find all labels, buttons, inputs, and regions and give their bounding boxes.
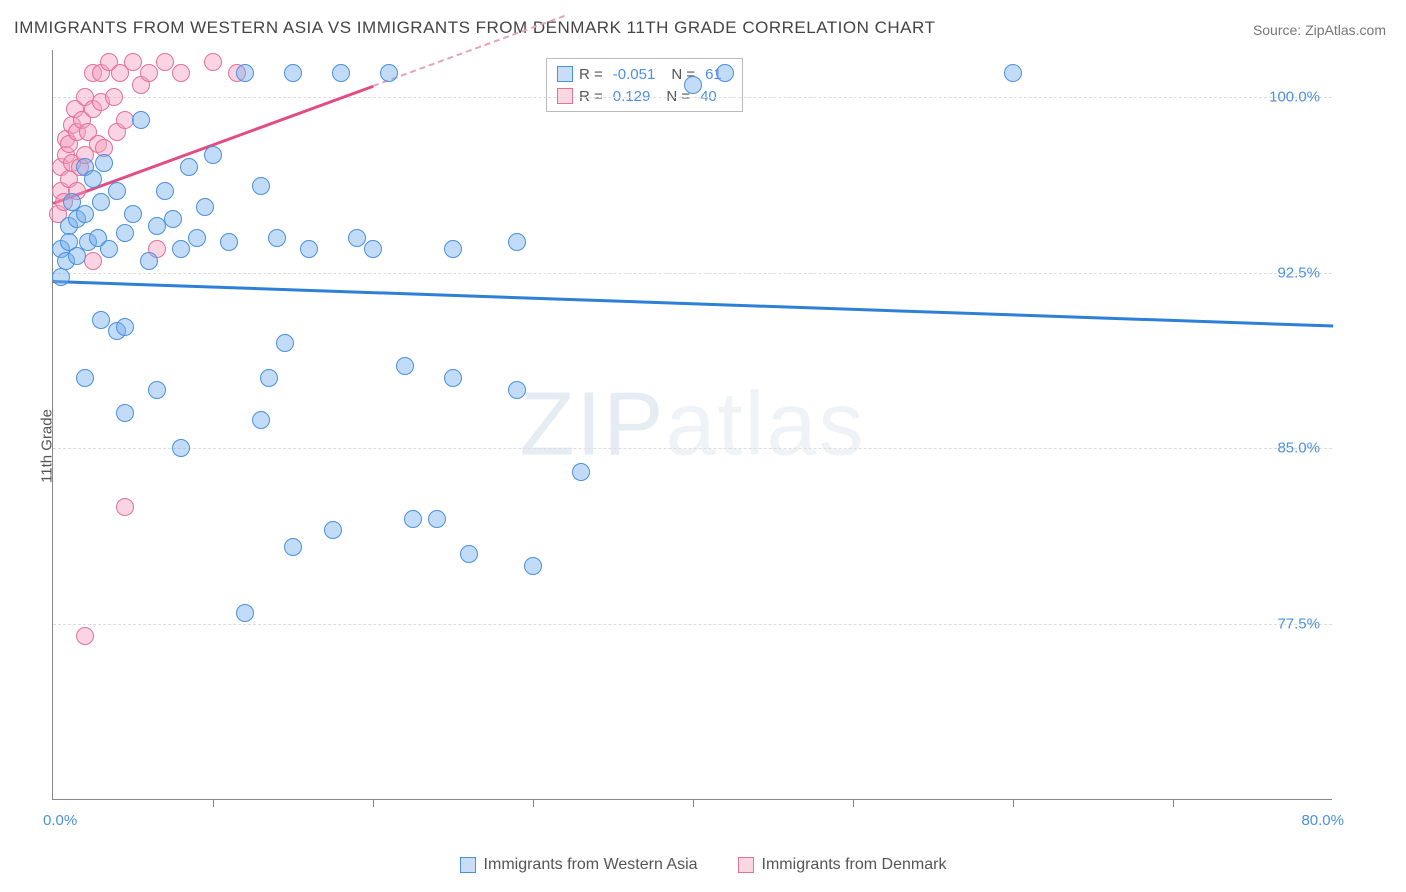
legend-row-blue: R = -0.051 N = 61 [557,63,732,85]
data-point [444,240,462,258]
data-point [572,463,590,481]
data-point [276,334,294,352]
bottom-legend-label: Immigrants from Western Asia [484,856,698,874]
data-point [92,193,110,211]
data-point [124,53,142,71]
data-point [148,381,166,399]
gridline [53,448,1332,449]
data-point [300,240,318,258]
data-point [396,357,414,375]
data-point [684,76,702,94]
scatter-plot: ZIPatlas R = -0.051 N = 61 R = 0.129 N =… [52,50,1332,800]
y-tick-label: 92.5% [1277,264,1320,281]
trend-line [53,280,1333,327]
source-attribution: Source: ZipAtlas.com [1253,22,1386,38]
x-tick [693,799,694,807]
data-point [284,64,302,82]
y-tick-label: 100.0% [1269,88,1320,105]
data-point [508,381,526,399]
data-point [140,252,158,270]
data-point [116,498,134,516]
x-tick [853,799,854,807]
bottom-legend-item-pink: Immigrants from Denmark [738,856,947,874]
data-point [236,64,254,82]
x-tick [1173,799,1174,807]
data-point [220,233,238,251]
data-point [204,53,222,71]
x-tick [533,799,534,807]
data-point [444,369,462,387]
x-tick [213,799,214,807]
data-point [95,154,113,172]
data-point [116,404,134,422]
data-point [156,182,174,200]
data-point [284,538,302,556]
data-point [84,170,102,188]
data-point [460,545,478,563]
x-tick [373,799,374,807]
data-point [428,510,446,528]
data-point [156,53,174,71]
legend-r-value-blue: -0.051 [613,66,656,83]
legend-swatch-blue [460,857,476,873]
data-point [204,146,222,164]
legend-swatch-pink [738,857,754,873]
legend-r-label: R = [579,66,603,83]
data-point [196,198,214,216]
legend-swatch-blue [557,66,573,82]
data-point [108,182,126,200]
data-point [364,240,382,258]
data-point [508,233,526,251]
data-point [124,205,142,223]
correlation-legend: R = -0.051 N = 61 R = 0.129 N = 40 [546,58,743,112]
data-point [140,64,158,82]
bottom-legend-item-blue: Immigrants from Western Asia [460,856,698,874]
data-point [52,268,70,286]
data-point [252,411,270,429]
data-point [716,64,734,82]
x-start-label: 0.0% [43,812,77,829]
data-point [260,369,278,387]
data-point [236,604,254,622]
data-point [252,177,270,195]
chart-title: IMMIGRANTS FROM WESTERN ASIA VS IMMIGRAN… [14,18,935,38]
data-point [172,64,190,82]
x-end-label: 80.0% [1301,812,1344,829]
data-point [404,510,422,528]
data-point [100,240,118,258]
data-point [348,229,366,247]
data-point [524,557,542,575]
data-point [172,240,190,258]
gridline [53,97,1332,98]
data-point [332,64,350,82]
gridline [53,273,1332,274]
y-tick-label: 85.0% [1277,440,1320,457]
data-point [132,111,150,129]
data-point [116,224,134,242]
data-point [188,229,206,247]
bottom-legend-label: Immigrants from Denmark [762,856,947,874]
x-tick [1013,799,1014,807]
data-point [76,627,94,645]
data-point [76,205,94,223]
gridline [53,624,1332,625]
data-point [92,311,110,329]
data-point [76,369,94,387]
data-point [105,88,123,106]
data-point [268,229,286,247]
y-tick-label: 77.5% [1277,616,1320,633]
data-point [84,252,102,270]
data-point [380,64,398,82]
data-point [164,210,182,228]
data-point [172,439,190,457]
bottom-legend: Immigrants from Western Asia Immigrants … [0,856,1406,874]
data-point [180,158,198,176]
data-point [1004,64,1022,82]
data-point [116,318,134,336]
data-point [324,521,342,539]
watermark: ZIPatlas [519,373,865,476]
